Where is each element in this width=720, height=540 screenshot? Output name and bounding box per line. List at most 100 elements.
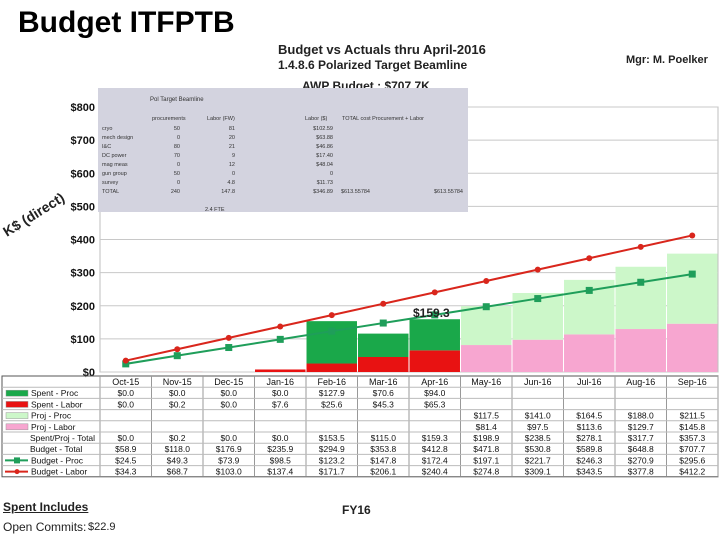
inset-table-background	[98, 88, 468, 212]
bar-proj-proc	[615, 266, 666, 330]
inset-table-cell: gun group	[102, 171, 127, 177]
inset-table-header: Labor (FW)	[207, 116, 235, 122]
bar-spent-proc	[358, 333, 409, 357]
inset-table-cell: $63.88	[316, 135, 333, 141]
point-budget-proc	[431, 311, 439, 319]
data-label: $7.6	[272, 399, 289, 409]
inset-table-cell: TOTAL	[102, 189, 119, 195]
inset-table-cell: 0	[177, 135, 180, 141]
data-label: $238.5	[525, 433, 551, 443]
inset-table-cell: survey	[102, 180, 118, 186]
chart-title: Budget vs Actuals thru April-2016	[278, 42, 486, 57]
point-budget-proc	[534, 295, 542, 303]
x-axis-label: FY16	[342, 503, 371, 517]
inset-table-cell: $346.89	[313, 189, 333, 195]
inset-table-cell: 0	[177, 162, 180, 168]
inset-table-cell: $613.55784	[341, 189, 370, 195]
data-label: $707.7	[679, 444, 705, 454]
bar-spent-labor	[306, 363, 357, 372]
data-label: $141.0	[525, 411, 551, 421]
y-tick-label: $400	[71, 235, 95, 247]
data-label: $240.4	[422, 467, 448, 477]
data-label: $118.0	[165, 444, 191, 454]
y-tick-label: $600	[71, 168, 95, 180]
inset-table-header: TOTAL cost Procurement + Labor	[342, 116, 424, 122]
data-label: $49.3	[167, 455, 189, 465]
inset-table-header: Labor ($)	[305, 116, 327, 122]
data-label: $164.5	[576, 411, 602, 421]
point-budget-labor	[328, 312, 335, 319]
data-label: $246.3	[576, 455, 602, 465]
legend-label: Budget - Labor	[31, 467, 87, 477]
inset-table-cell: 4.8	[227, 180, 235, 186]
x-tick-label: Feb-16	[317, 377, 346, 387]
data-label: $115.0	[371, 433, 397, 443]
x-tick-label: Mar-16	[369, 377, 398, 387]
inset-table-cell: 12	[229, 162, 235, 168]
inset-table-cell: 0	[177, 180, 180, 186]
data-label: $58.9	[115, 444, 137, 454]
legend-swatch-marker	[14, 469, 20, 475]
x-tick-label: Aug-16	[626, 377, 655, 387]
y-tick-label: $100	[71, 334, 95, 346]
data-label: $176.9	[216, 444, 242, 454]
point-budget-proc	[225, 344, 233, 352]
data-label: $198.9	[473, 433, 499, 443]
legend-label: Spent - Proc	[31, 388, 79, 398]
x-tick-label: Jul-16	[577, 377, 602, 387]
data-label: $103.0	[216, 467, 242, 477]
inset-table-cell: 0	[232, 171, 235, 177]
point-budget-proc	[122, 360, 130, 368]
legend-label: Budget - Total	[30, 444, 82, 454]
data-label: $235.9	[267, 444, 293, 454]
data-label: $98.5	[270, 455, 292, 465]
bar-proj-labor	[667, 323, 718, 372]
data-label: $25.6	[321, 399, 343, 409]
legend-swatch	[5, 412, 29, 419]
point-budget-proc	[379, 319, 387, 327]
data-label: $137.4	[267, 467, 293, 477]
x-tick-label: Jan-16	[266, 377, 294, 387]
inset-table-cell: I&C	[102, 144, 111, 150]
data-label: $0.0	[169, 388, 186, 398]
data-label: $278.1	[576, 433, 602, 443]
data-label: $206.1	[370, 467, 396, 477]
point-budget-labor	[483, 277, 490, 284]
legend-swatch	[5, 423, 29, 431]
data-label: $97.5	[527, 422, 549, 432]
data-label: $0.0	[220, 399, 237, 409]
data-label: $0.2	[169, 433, 186, 443]
point-budget-labor	[174, 346, 181, 353]
data-label: $129.7	[628, 422, 654, 432]
data-label: $147.8	[370, 455, 396, 465]
y-tick-label: $0	[83, 367, 95, 379]
inset-table-cell: $11.73	[317, 180, 333, 186]
inset-table-cell: 70	[174, 153, 180, 159]
x-tick-label: Sep-16	[678, 377, 707, 387]
x-tick-label: Nov-15	[163, 377, 192, 387]
open-commits-label: Open Commits:	[3, 520, 87, 534]
data-label: $343.5	[576, 467, 602, 477]
legend-swatch	[5, 401, 29, 408]
point-budget-proc	[637, 278, 645, 286]
bar-proj-labor	[615, 329, 666, 372]
data-label: $0.0	[117, 433, 134, 443]
x-tick-label: Apr-16	[421, 377, 448, 387]
data-label: $412.2	[679, 467, 705, 477]
x-tick-label: Dec-15	[214, 377, 243, 387]
legend-label: Budget - Proc	[31, 455, 84, 465]
point-budget-labor	[431, 289, 438, 296]
data-label: $530.8	[525, 444, 551, 454]
x-tick-label: May-16	[471, 377, 501, 387]
data-label: $117.5	[474, 411, 500, 421]
data-label: $353.8	[370, 444, 396, 454]
spent-callout: $159.3	[413, 306, 450, 320]
inset-table-cell: 80	[174, 144, 180, 150]
inset-table-cell: $17.40	[316, 153, 333, 159]
bar-proj-labor	[512, 339, 563, 372]
inset-table-cell: 9	[232, 153, 235, 159]
inset-table-cell: $48.04	[316, 162, 333, 168]
data-label: $70.6	[373, 388, 395, 398]
inset-table-cell: 240	[171, 189, 180, 195]
